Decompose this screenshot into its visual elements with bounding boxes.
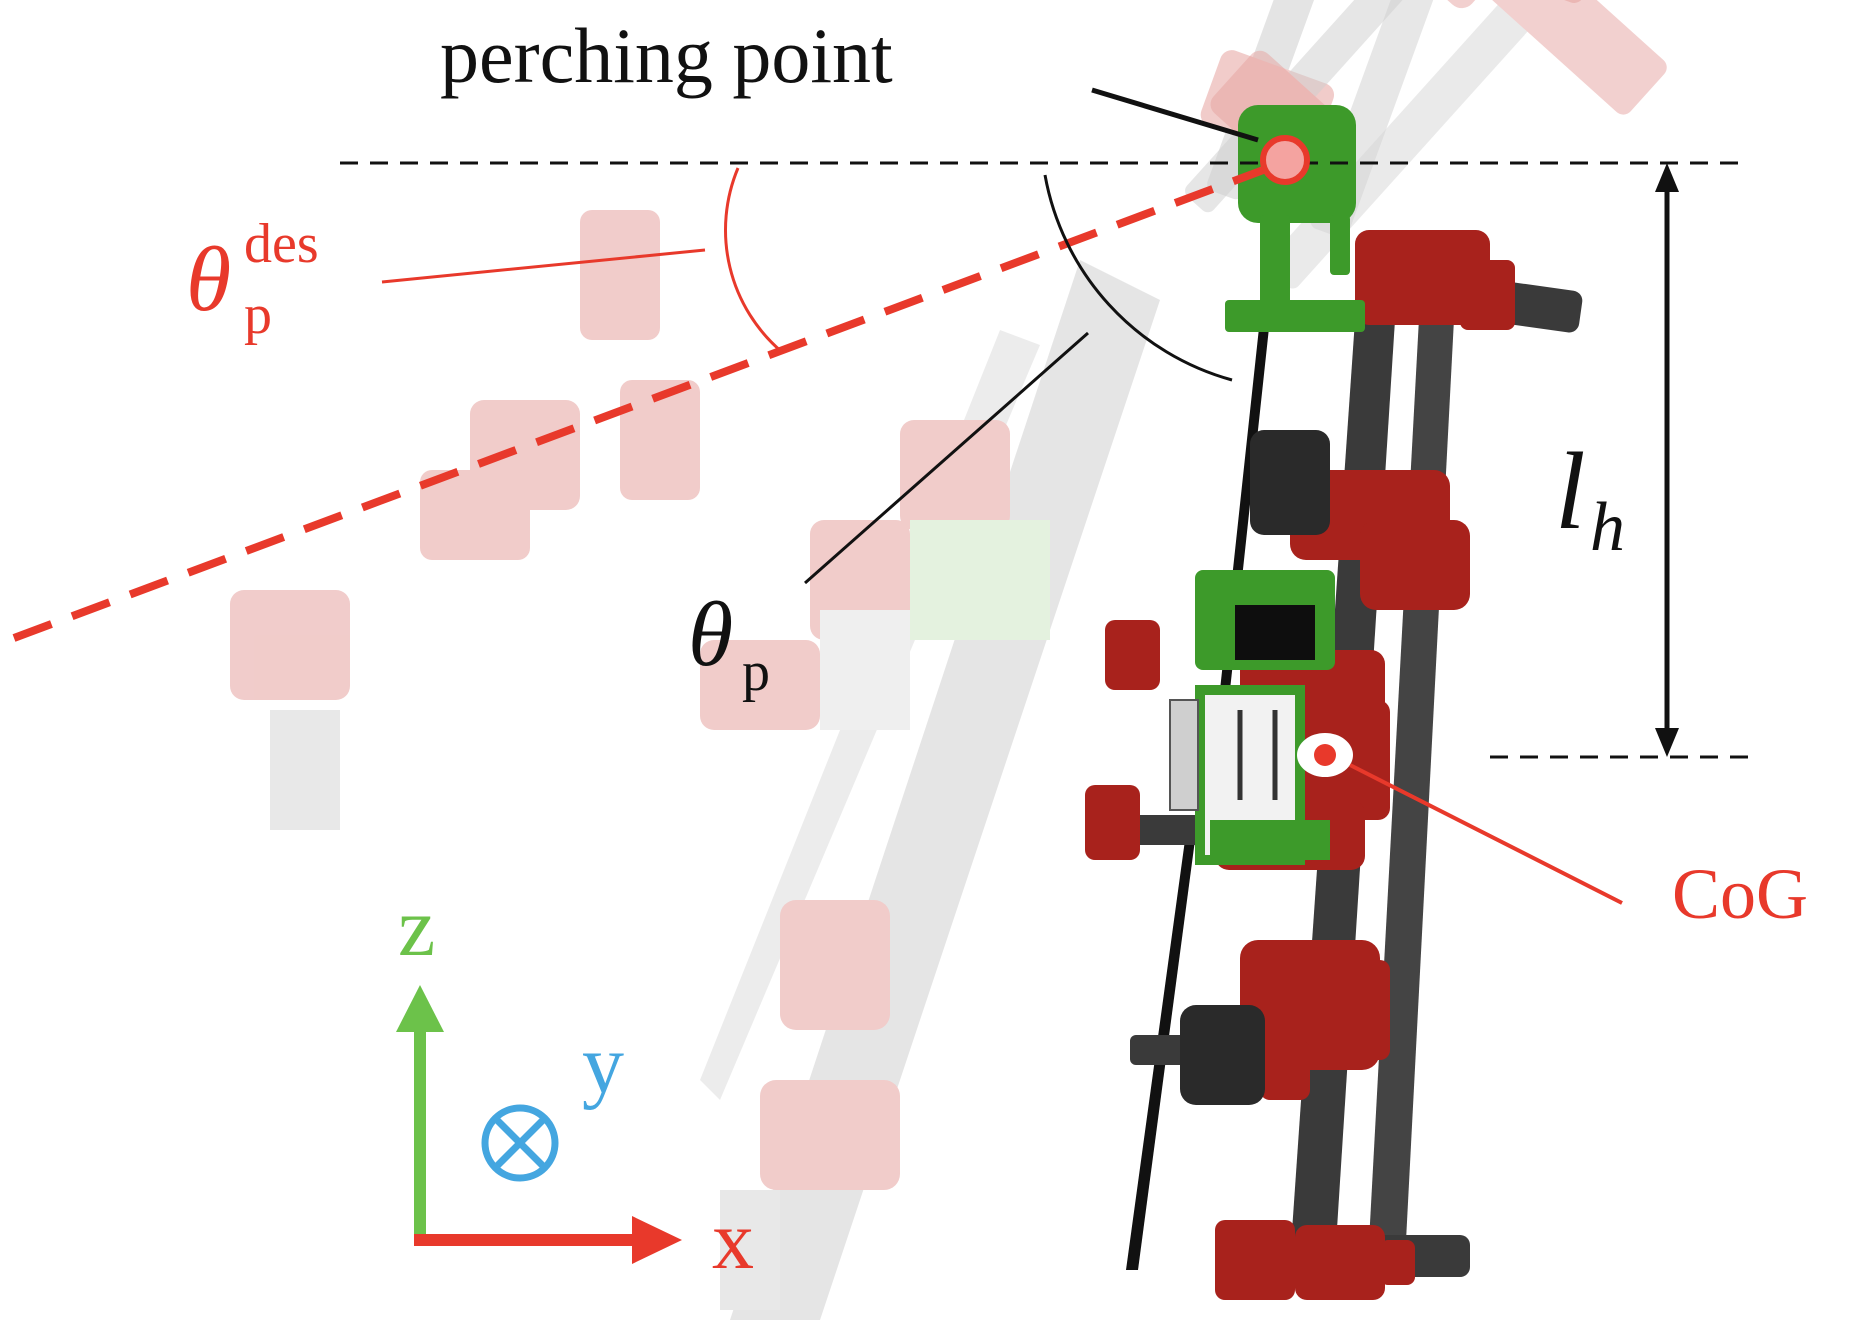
theta-p-des-base: θ <box>186 228 231 330</box>
flight-controller <box>1235 605 1315 660</box>
robot-main <box>1085 105 1583 1300</box>
y-axis-label: y <box>582 1018 624 1111</box>
theta-p-des-arc <box>724 167 783 354</box>
lh-label: l h <box>1555 430 1625 566</box>
theta-p-des-sub: p <box>244 284 272 346</box>
ghost-robot-pose-steep <box>230 210 1160 1320</box>
cog-marker <box>1297 733 1353 777</box>
lh-sub: h <box>1590 489 1625 566</box>
perching-point-label: perching point <box>440 12 893 99</box>
z-axis-label: z <box>398 881 435 974</box>
x-axis-label: x <box>712 1194 754 1287</box>
cog-leader <box>1349 763 1623 905</box>
upper-motor <box>1250 430 1330 535</box>
theta-p-leader <box>804 331 1089 585</box>
theta-p-sub: p <box>742 641 770 703</box>
lh-base: l <box>1555 430 1586 552</box>
lh-dimension-arrow <box>1655 163 1679 757</box>
perching-point-leader <box>1091 87 1259 143</box>
perching-point-marker <box>1260 135 1310 185</box>
theta-p-des-label: θ p des <box>186 213 319 346</box>
desired-pitch-dashed-line <box>12 159 1284 642</box>
cog-label: CoG <box>1672 854 1808 934</box>
lower-motor <box>1180 1005 1265 1105</box>
theta-p-arc <box>1043 174 1233 382</box>
theta-p-base: θ <box>688 583 733 685</box>
theta-p-des-sup: des <box>244 213 319 275</box>
coordinate-axes <box>396 985 682 1264</box>
theta-p-label: θ p <box>688 583 770 703</box>
theta-p-des-leader <box>381 248 706 284</box>
y-axis-into-page-icon <box>481 1104 559 1182</box>
